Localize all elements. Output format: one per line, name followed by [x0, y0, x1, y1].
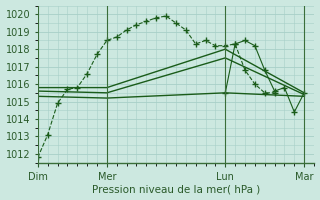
X-axis label: Pression niveau de la mer( hPa ): Pression niveau de la mer( hPa ) — [92, 184, 260, 194]
